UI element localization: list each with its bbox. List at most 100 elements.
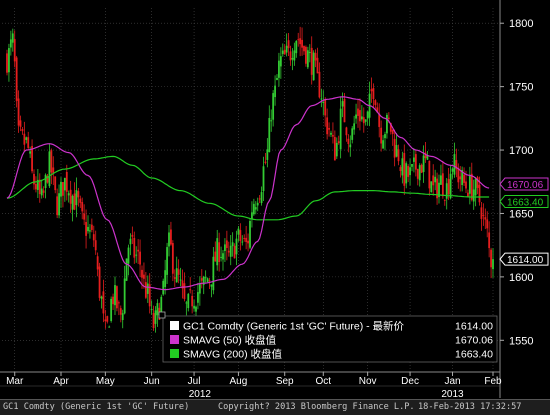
- candle-body: [476, 177, 479, 188]
- candle-body: [326, 117, 329, 135]
- candle-body: [449, 173, 452, 199]
- candle-body: [27, 137, 30, 148]
- candle-body: [414, 154, 417, 170]
- candle-body: [335, 142, 338, 157]
- candle-body: [218, 242, 221, 263]
- candle-body: [50, 150, 53, 173]
- price-tag-label: 1614.00: [507, 255, 544, 266]
- candle-body: [488, 232, 491, 249]
- candle-body: [144, 282, 147, 298]
- y-tick-label: 1700: [509, 145, 533, 157]
- legend: GC1 Comdty (Generic 1st 'GC' Future) - 最…: [158, 311, 498, 363]
- candle-body: [52, 167, 55, 174]
- candle-body: [287, 40, 290, 49]
- candle-body: [137, 249, 140, 252]
- candle-body: [154, 310, 157, 324]
- candle-body: [98, 266, 101, 298]
- candle-body: [478, 184, 481, 203]
- candle-body: [308, 52, 311, 54]
- price-tag-box: [499, 177, 549, 191]
- candle-body: [268, 117, 271, 153]
- x-tick-label: Mar: [6, 376, 24, 387]
- candle-body: [424, 152, 427, 159]
- candle-body: [391, 129, 394, 134]
- candle-body: [430, 181, 433, 193]
- candle-body: [301, 39, 303, 48]
- x-axis-ticks: Mar Apr May Jun Jul Aug Sep Oct Nov Dec Jan Feb 2012…: [6, 372, 502, 399]
- candle-body: [173, 277, 176, 279]
- candle-body: [260, 192, 263, 204]
- candle-body: [54, 176, 57, 191]
- candle-body: [372, 88, 375, 100]
- candle-body: [451, 168, 454, 172]
- candle-body: [227, 250, 230, 253]
- candle-body: [299, 38, 302, 45]
- candle-body: [15, 57, 18, 101]
- candle-body: [374, 100, 377, 106]
- candle-body: [125, 258, 128, 281]
- candle-body: [235, 238, 238, 255]
- candle-body: [222, 253, 224, 260]
- candle-body: [46, 175, 49, 183]
- candle-body: [426, 155, 429, 160]
- y-tick-label: 1650: [509, 208, 533, 220]
- footer-copyright: Copyright? 2013 Bloomberg Finance L.P.: [218, 402, 415, 412]
- candle-body: [247, 240, 249, 244]
- candle-body: [92, 234, 95, 241]
- candle-body: [490, 249, 492, 268]
- candle-body: [36, 179, 39, 190]
- legend-swatch: [170, 335, 179, 344]
- candle-body: [195, 306, 197, 312]
- candle-body: [63, 177, 66, 191]
- candle-body: [19, 120, 22, 127]
- candle-body: [364, 119, 367, 122]
- candle-body: [440, 175, 442, 185]
- candle-body: [139, 251, 141, 265]
- candle-body: [272, 93, 275, 120]
- footer-bar: GC1 Comdty (Generic 1st 'GC' Future) Cop…: [0, 399, 550, 415]
- footer-timestamp: 18-Feb-2013 17:32:57: [418, 402, 522, 412]
- candle-body: [129, 238, 132, 245]
- candle-body: [17, 98, 20, 126]
- candle-body: [276, 78, 278, 80]
- candle-body: [416, 168, 419, 179]
- candle-body: [245, 237, 248, 242]
- candle-body: [297, 39, 300, 41]
- candle-body: [403, 153, 406, 186]
- sma50-line: [6, 96, 490, 291]
- candle-body: [233, 245, 236, 259]
- x-tick-label: Sep: [276, 376, 294, 387]
- candle-body: [443, 199, 446, 201]
- candle-body: [193, 305, 195, 309]
- candle-body: [254, 207, 257, 210]
- candlesticks: [6, 26, 494, 333]
- candle-body: [9, 39, 12, 48]
- candle-body: [160, 296, 163, 315]
- candle-body: [40, 188, 43, 196]
- candle-body: [314, 52, 317, 61]
- candle-body: [295, 40, 298, 54]
- candle-body: [310, 47, 313, 75]
- candle-body: [305, 46, 307, 64]
- candle-body: [465, 181, 467, 189]
- candle-body: [472, 189, 475, 202]
- candle-body: [285, 45, 288, 53]
- candle-body: [112, 296, 114, 305]
- candle-body: [114, 285, 116, 306]
- candle-body: [463, 174, 465, 183]
- candle-body: [278, 60, 280, 78]
- y-tick-label: 1550: [509, 335, 533, 347]
- candle-body: [386, 114, 388, 134]
- candle-body: [306, 50, 309, 68]
- legend-label: SMAVG (200) 收盘值: [183, 348, 282, 361]
- candle-body: [339, 108, 342, 150]
- candle-body: [322, 101, 325, 103]
- candle-body: [411, 164, 413, 167]
- candle-body: [25, 137, 28, 140]
- candle-body: [382, 140, 384, 149]
- candle-body: [351, 128, 354, 140]
- candle-body: [33, 173, 35, 185]
- candle-body: [67, 193, 70, 196]
- legend-swatch: [170, 321, 179, 330]
- candle-body: [187, 293, 190, 309]
